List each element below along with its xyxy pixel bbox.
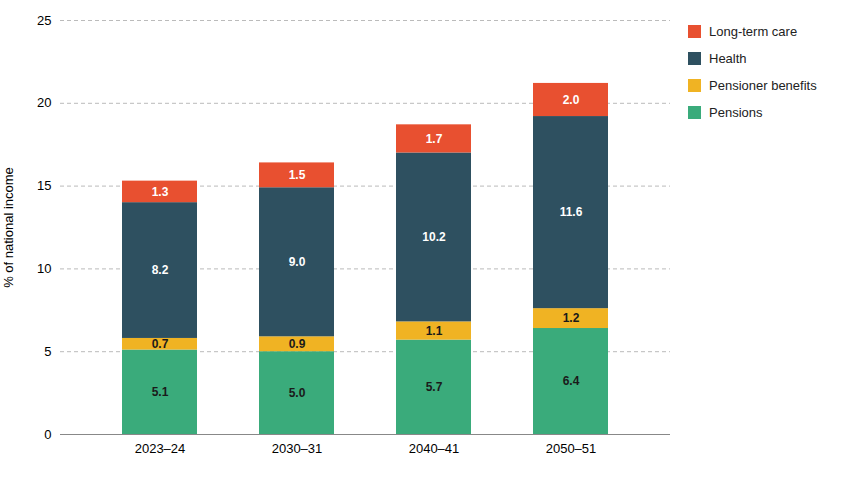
svg-text:2040–41: 2040–41 [409, 441, 460, 456]
svg-text:5.7: 5.7 [426, 380, 443, 394]
svg-text:5.1: 5.1 [152, 385, 169, 399]
svg-text:2023–24: 2023–24 [135, 441, 186, 456]
svg-text:1.7: 1.7 [426, 132, 443, 146]
html-text:Pensioner benefits: Pensioner benefits [709, 78, 817, 93]
svg-text:8.2: 8.2 [152, 263, 169, 277]
svg-text:25: 25 [37, 13, 51, 28]
svg-text:5: 5 [44, 344, 51, 359]
html-text:Long-term care: Long-term care [709, 24, 798, 39]
svg-text:1.5: 1.5 [289, 168, 306, 182]
svg-text:2030–31: 2030–31 [272, 441, 323, 456]
svg-text:9.0: 9.0 [289, 255, 306, 269]
svg-text:15: 15 [37, 178, 51, 193]
svg-text:10: 10 [37, 261, 51, 276]
svg-text:0.7: 0.7 [152, 337, 169, 351]
html-text:Pensions: Pensions [709, 105, 763, 120]
svg-text:10.2: 10.2 [422, 230, 446, 244]
svg-text:2050–51: 2050–51 [546, 441, 597, 456]
html-text:Health: Health [709, 51, 747, 66]
svg-text:11.6: 11.6 [560, 205, 583, 219]
svg-text:1.3: 1.3 [152, 185, 169, 199]
svg-text:5.0: 5.0 [289, 386, 306, 400]
svg-text:% of national income: % of national income [1, 167, 16, 288]
svg-text:20: 20 [37, 95, 51, 110]
svg-text:1.1: 1.1 [426, 324, 443, 338]
svg-text:1.2: 1.2 [563, 311, 580, 325]
svg-text:0.9: 0.9 [289, 337, 306, 351]
svg-text:6.4: 6.4 [563, 374, 580, 388]
svg-text:0: 0 [44, 427, 51, 442]
svg-text:2.0: 2.0 [563, 93, 580, 107]
